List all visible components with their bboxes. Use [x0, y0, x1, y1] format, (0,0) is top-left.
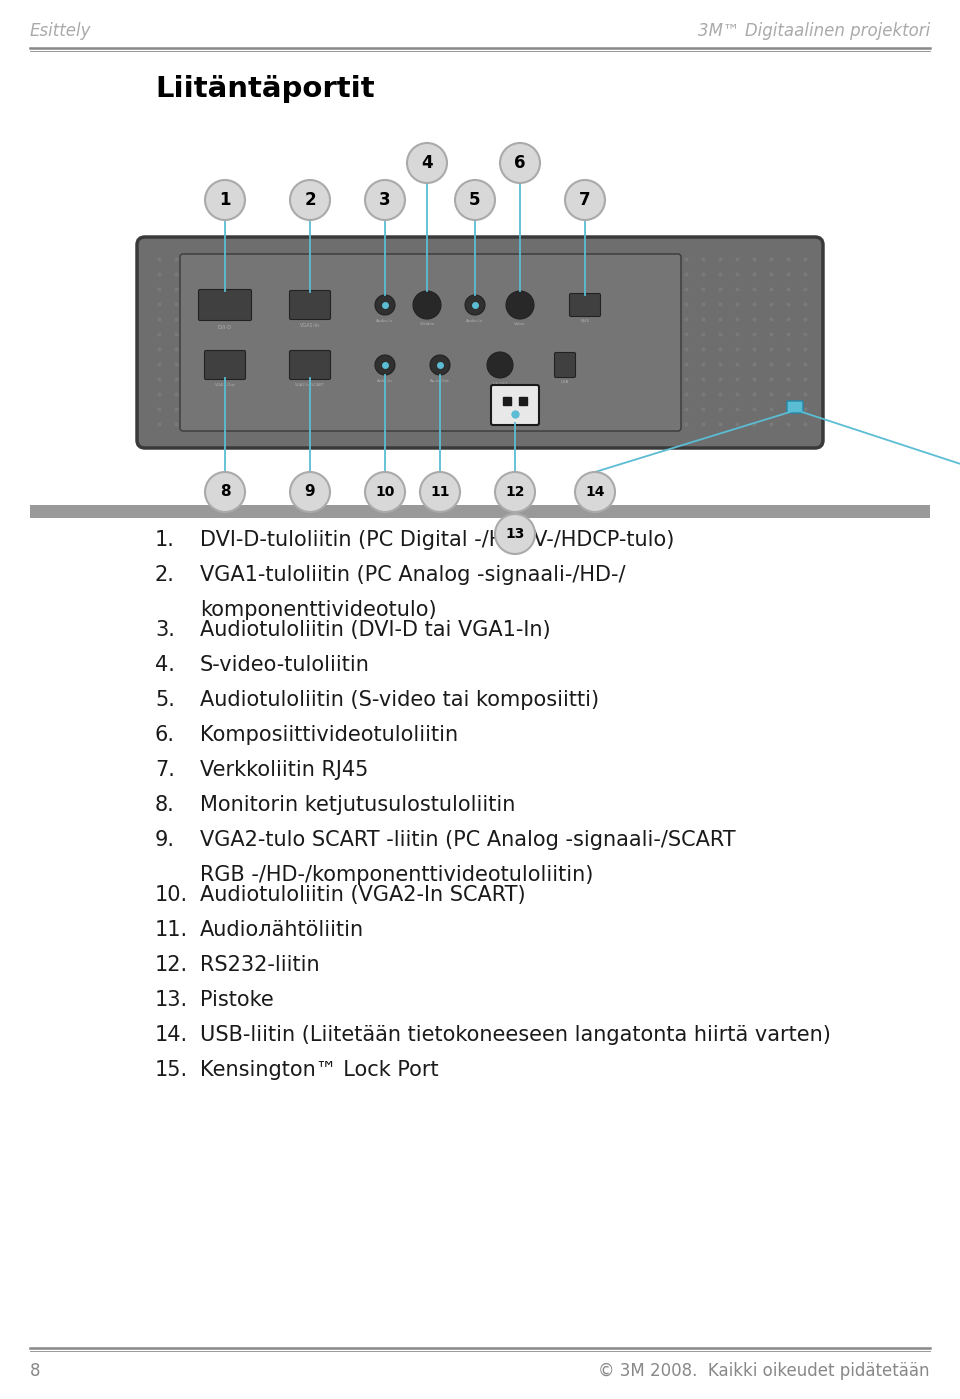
Text: Au-io-Out: Au-io-Out [430, 379, 450, 383]
Text: VGA1-In: VGA1-In [300, 323, 320, 327]
Text: 1.: 1. [155, 530, 175, 550]
Circle shape [413, 291, 441, 319]
Circle shape [575, 471, 615, 512]
Text: DVI-D: DVI-D [218, 325, 232, 330]
Text: 9.: 9. [155, 830, 175, 851]
Circle shape [290, 180, 330, 220]
Circle shape [290, 471, 330, 512]
Circle shape [465, 295, 485, 315]
Text: Komposiittivideotuloliitin: Komposiittivideotuloliitin [200, 725, 458, 746]
Text: 12: 12 [505, 485, 525, 499]
Text: VGA2-tulo SCART -liitin (PC Analog -signaali-/SCART: VGA2-tulo SCART -liitin (PC Analog -sign… [200, 830, 735, 851]
Text: 14.: 14. [155, 1025, 188, 1045]
Text: 3M™ Digitaalinen projektori: 3M™ Digitaalinen projektori [698, 22, 930, 41]
Text: RJ45: RJ45 [581, 319, 589, 323]
FancyBboxPatch shape [199, 290, 252, 320]
Text: 4.: 4. [155, 655, 175, 674]
Circle shape [407, 143, 447, 183]
Text: 8.: 8. [155, 795, 175, 816]
Circle shape [365, 471, 405, 512]
Text: USB-liitin (Liitetään tietokoneeseen langatonta hiirtä varten): USB-liitin (Liitetään tietokoneeseen lan… [200, 1025, 830, 1045]
Text: 3.: 3. [155, 620, 175, 639]
Text: I S-232: I S-232 [492, 382, 507, 386]
Text: Monitorin ketjutusulostuloliitin: Monitorin ketjutusulostuloliitin [200, 795, 516, 816]
Text: Audio-In: Audio-In [376, 319, 394, 323]
Circle shape [375, 295, 395, 315]
Circle shape [420, 471, 460, 512]
Text: Kensington™ Lock Port: Kensington™ Lock Port [200, 1060, 439, 1080]
Text: 10: 10 [375, 485, 395, 499]
FancyBboxPatch shape [180, 255, 681, 431]
Text: 13.: 13. [155, 990, 188, 1010]
Text: Esittely: Esittely [30, 22, 91, 41]
Circle shape [205, 180, 245, 220]
FancyBboxPatch shape [569, 294, 601, 316]
Text: DVI-D-tuloliitin (PC Digital -/HDTV-/HDCP-tulo): DVI-D-tuloliitin (PC Digital -/HDTV-/HDC… [200, 530, 674, 550]
Text: 12.: 12. [155, 956, 188, 975]
Circle shape [455, 180, 495, 220]
Circle shape [506, 291, 534, 319]
Text: 3: 3 [379, 192, 391, 208]
Circle shape [495, 471, 535, 512]
Circle shape [487, 353, 513, 378]
Text: Video: Video [515, 322, 526, 326]
Circle shape [365, 180, 405, 220]
FancyBboxPatch shape [555, 353, 575, 378]
Text: 8: 8 [220, 484, 230, 499]
Text: komponenttivideotulo): komponenttivideotulo) [200, 600, 437, 620]
Text: S-video-tuloliitin: S-video-tuloliitin [200, 655, 370, 674]
Text: RS232-liitin: RS232-liitin [200, 956, 320, 975]
Text: 1: 1 [219, 192, 230, 208]
Text: 13: 13 [505, 527, 525, 541]
Text: 9: 9 [304, 484, 315, 499]
Bar [30, 505, 930, 518]
Text: 7.: 7. [155, 760, 175, 781]
Text: S-Video: S-Video [420, 322, 435, 326]
Text: Audiotuloliitin (DVI-D tai VGA1-In): Audiotuloliitin (DVI-D tai VGA1-In) [200, 620, 551, 639]
Text: Audiotuloliitin (VGA2-In SCART): Audiotuloliitin (VGA2-In SCART) [200, 886, 526, 905]
FancyBboxPatch shape [137, 236, 823, 448]
Circle shape [500, 143, 540, 183]
Text: Audio-In: Audio-In [467, 319, 484, 323]
Text: Liitäntäportit: Liitäntäportit [155, 76, 374, 104]
Text: 8: 8 [30, 1363, 40, 1379]
Text: 6: 6 [515, 154, 526, 172]
FancyBboxPatch shape [491, 385, 539, 425]
Text: RGB -/HD-/komponenttivideotuloliitin): RGB -/HD-/komponenttivideotuloliitin) [200, 865, 593, 886]
Text: 11: 11 [430, 485, 449, 499]
Text: Audiолähtöliitin: Audiолähtöliitin [200, 921, 364, 940]
Text: 5.: 5. [155, 690, 175, 711]
Text: 6.: 6. [155, 725, 175, 746]
Text: 15.: 15. [155, 1060, 188, 1080]
Text: VGA2-In/SCART: VGA2-In/SCART [295, 383, 324, 388]
Text: Audiotuloliitin (S-video tai komposiitti): Audiotuloliitin (S-video tai komposiitti… [200, 690, 599, 711]
Text: VGA1-tuloliitin (PC Analog -signaali-/HD-/: VGA1-tuloliitin (PC Analog -signaali-/HD… [200, 565, 626, 585]
Text: 2.: 2. [155, 565, 175, 585]
FancyBboxPatch shape [290, 291, 330, 319]
FancyBboxPatch shape [290, 351, 330, 379]
Text: Pistoke: Pistoke [200, 990, 274, 1010]
FancyBboxPatch shape [204, 351, 246, 379]
Circle shape [205, 471, 245, 512]
Circle shape [430, 355, 450, 375]
FancyBboxPatch shape [787, 402, 803, 413]
Text: 11.: 11. [155, 921, 188, 940]
Text: 7: 7 [579, 192, 590, 208]
Text: © 3M 2008.  Kaikki oikeudet pidätetään: © 3M 2008. Kaikki oikeudet pidätetään [598, 1363, 930, 1379]
Text: 2: 2 [304, 192, 316, 208]
Text: USB: USB [561, 381, 569, 383]
Circle shape [565, 180, 605, 220]
Text: Verkkoliitin RJ45: Verkkoliitin RJ45 [200, 760, 369, 781]
Text: 14: 14 [586, 485, 605, 499]
Text: 5: 5 [469, 192, 481, 208]
Text: VGA1-Out: VGA1-Out [215, 383, 235, 388]
Text: 4: 4 [421, 154, 433, 172]
Text: 10.: 10. [155, 886, 188, 905]
Circle shape [375, 355, 395, 375]
Circle shape [495, 513, 535, 554]
Text: A-dio-In: A-dio-In [377, 379, 393, 383]
